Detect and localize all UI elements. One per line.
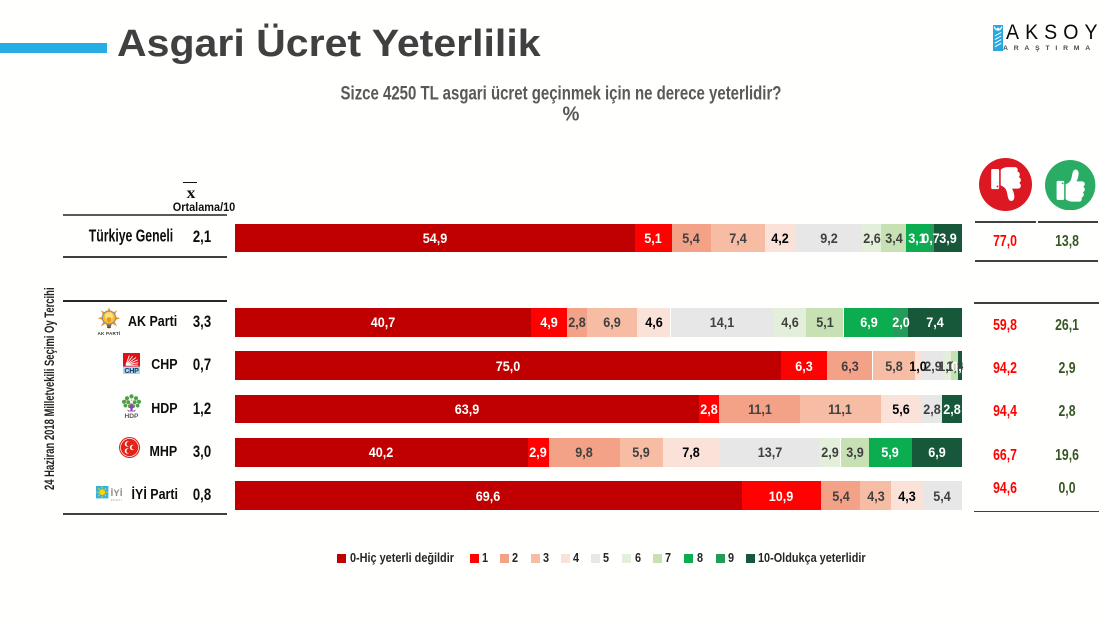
- svg-text:CHP: CHP: [124, 366, 139, 374]
- svg-text:HDP: HDP: [125, 413, 140, 419]
- svg-text:İYİ: İYİ: [111, 487, 123, 498]
- svg-text:PARTİ: PARTİ: [111, 497, 122, 502]
